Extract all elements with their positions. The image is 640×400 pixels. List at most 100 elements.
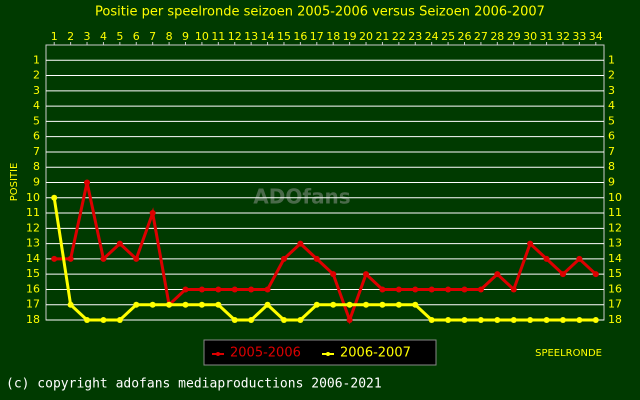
y-tick-label: 14 xyxy=(26,252,40,265)
x-tick-label: 1 xyxy=(51,30,58,43)
x-axis-label: SPEELRONDE xyxy=(535,348,602,359)
y-tick-label-right: 1 xyxy=(608,53,615,66)
y-tick-label: 9 xyxy=(33,176,40,189)
data-point xyxy=(477,317,484,323)
y-tick-label: 10 xyxy=(26,191,40,204)
x-tick-label: 15 xyxy=(277,30,291,43)
data-point xyxy=(559,271,566,278)
data-point xyxy=(166,301,173,308)
data-point xyxy=(412,301,419,308)
data-point xyxy=(461,286,468,293)
x-tick-label: 16 xyxy=(293,30,307,43)
data-point xyxy=(149,301,156,308)
data-point xyxy=(330,271,337,278)
x-tick-label: 12 xyxy=(228,30,242,43)
x-tick-label: 6 xyxy=(133,30,140,43)
data-point xyxy=(592,317,599,323)
data-point xyxy=(149,210,156,217)
data-point xyxy=(100,255,107,262)
x-tick-label: 10 xyxy=(195,30,209,43)
x-tick-label: 3 xyxy=(84,30,91,43)
y-tick-label: 4 xyxy=(33,99,40,112)
data-point xyxy=(313,301,320,308)
y-tick-label: 1 xyxy=(33,53,40,66)
x-tick-label: 22 xyxy=(392,30,406,43)
data-point xyxy=(51,255,58,262)
y-tick-label-right: 7 xyxy=(608,145,615,158)
data-point xyxy=(182,286,189,293)
data-point xyxy=(264,286,271,293)
chart-title: Positie per speelronde seizoen 2005-2006… xyxy=(95,5,545,20)
legend-dot xyxy=(326,352,330,356)
data-point xyxy=(527,240,534,247)
y-tick-label: 7 xyxy=(33,145,40,158)
x-tick-label: 26 xyxy=(458,30,472,43)
data-point xyxy=(379,286,386,293)
legend-label: 2006-2007 xyxy=(340,346,411,361)
data-point xyxy=(477,286,484,293)
data-point xyxy=(280,255,287,262)
data-point xyxy=(313,255,320,262)
x-tick-label: 20 xyxy=(359,30,373,43)
data-point xyxy=(445,286,452,293)
x-tick-label: 34 xyxy=(589,30,603,43)
x-tick-label: 17 xyxy=(310,30,324,43)
y-tick-label: 2 xyxy=(33,69,40,82)
data-point xyxy=(592,271,599,278)
data-point xyxy=(116,317,123,323)
data-point xyxy=(67,255,74,262)
x-tick-label: 5 xyxy=(116,30,123,43)
y-tick-label-right: 11 xyxy=(608,206,622,219)
data-point xyxy=(510,286,517,293)
y-axis-label: POSITIE xyxy=(9,163,20,202)
y-tick-label-right: 6 xyxy=(608,130,615,143)
data-point xyxy=(248,317,255,323)
data-point xyxy=(510,317,517,323)
data-point xyxy=(264,301,271,308)
x-tick-label: 14 xyxy=(261,30,275,43)
data-point xyxy=(100,317,107,323)
data-point xyxy=(576,255,583,262)
x-tick-label: 25 xyxy=(441,30,455,43)
data-point xyxy=(395,286,402,293)
x-tick-label: 2 xyxy=(67,30,74,43)
data-point xyxy=(363,271,370,278)
x-tick-label: 27 xyxy=(474,30,488,43)
y-tick-label-right: 9 xyxy=(608,176,615,189)
data-point xyxy=(461,317,468,323)
data-point xyxy=(280,317,287,323)
x-tick-label: 32 xyxy=(556,30,570,43)
legend-dot xyxy=(216,352,220,356)
data-point xyxy=(51,194,58,201)
data-point xyxy=(363,301,370,308)
y-tick-label-right: 17 xyxy=(608,298,622,311)
data-point xyxy=(198,286,205,293)
data-point xyxy=(231,286,238,293)
y-tick-label-right: 10 xyxy=(608,191,622,204)
y-tick-label: 3 xyxy=(33,84,40,97)
x-tick-label: 30 xyxy=(523,30,537,43)
data-point xyxy=(395,301,402,308)
x-tick-label: 11 xyxy=(211,30,225,43)
data-point xyxy=(84,317,91,323)
legend-label: 2005-2006 xyxy=(230,346,301,361)
y-tick-label-right: 18 xyxy=(608,313,622,326)
data-point xyxy=(215,301,222,308)
data-point xyxy=(297,317,304,323)
x-tick-label: 4 xyxy=(100,30,107,43)
y-tick-label: 8 xyxy=(33,160,40,173)
data-point xyxy=(231,317,238,323)
x-tick-label: 23 xyxy=(408,30,422,43)
y-tick-label-right: 8 xyxy=(608,160,615,173)
x-tick-label: 18 xyxy=(326,30,340,43)
data-point xyxy=(379,301,386,308)
data-point xyxy=(346,317,353,323)
y-tick-label-right: 2 xyxy=(608,69,615,82)
data-point xyxy=(412,286,419,293)
y-tick-label-right: 15 xyxy=(608,267,622,280)
y-tick-label-right: 13 xyxy=(608,237,622,250)
y-tick-label: 11 xyxy=(26,206,40,219)
x-tick-label: 9 xyxy=(182,30,189,43)
y-tick-label-right: 5 xyxy=(608,114,615,127)
legend-box xyxy=(203,339,437,366)
